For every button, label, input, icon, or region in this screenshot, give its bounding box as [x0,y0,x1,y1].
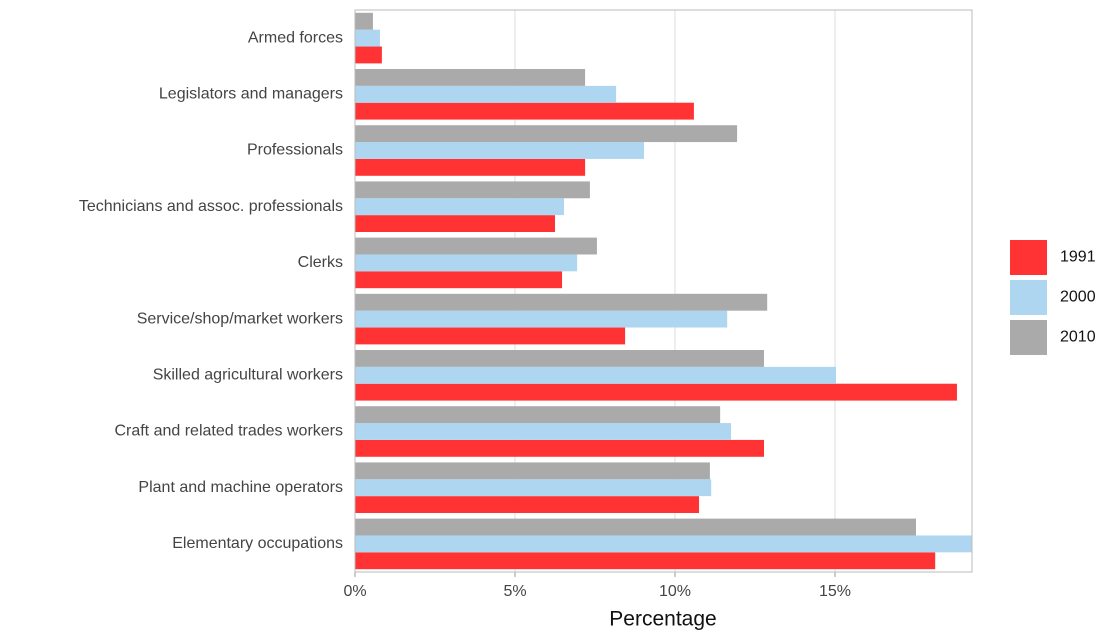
y-tick-label: Clerks [298,254,343,271]
bar [355,69,586,86]
bar [355,535,972,553]
bar [355,142,644,159]
y-tick-label: Armed forces [248,29,343,46]
bar [355,496,700,513]
legend-label: 2000 [1060,289,1096,306]
bar [355,423,732,440]
y-tick-label: Legislators and managers [159,86,343,103]
y-tick-label: Professionals [247,142,343,159]
bar [355,406,721,424]
bar [355,46,382,64]
bar [355,366,836,384]
x-tick-label: 0% [343,583,366,600]
bar [355,158,586,176]
bar [355,350,764,367]
x-axis-title: Percentage [609,608,716,631]
legend-label: 2010 [1060,329,1096,346]
x-tick-label: 15% [819,583,851,600]
bar [355,215,556,232]
legend-swatch [1010,280,1047,315]
legend-swatch [1010,240,1047,275]
bar [355,479,712,497]
y-tick-label: Plant and machine operators [138,479,343,496]
bar [355,383,957,401]
bar [355,552,936,570]
bar [355,198,564,216]
bar [355,462,710,480]
bar [355,125,738,143]
bar [355,29,380,47]
plot-border [354,9,973,573]
bar [355,12,373,30]
bar [355,439,764,457]
y-tick-label: Elementary occupations [172,535,343,552]
bar [355,518,916,536]
bar [355,85,617,103]
x-tick-label: 5% [503,583,526,600]
legend-swatch [1010,320,1047,355]
bar [355,102,694,120]
x-tick-label: 10% [659,583,691,600]
bar [355,327,626,345]
bar [355,293,768,311]
y-tick-label: Skilled agricultural workers [153,367,343,384]
bar [355,254,578,272]
y-tick-label: Technicians and assoc. professionals [79,198,343,215]
y-tick-label: Craft and related trades workers [114,423,343,440]
y-tick-label: Service/shop/market workers [137,310,343,327]
legend-label: 1991 [1060,249,1096,266]
bar [355,271,563,289]
bar [355,310,728,328]
bar [355,181,590,199]
bar [355,237,597,255]
